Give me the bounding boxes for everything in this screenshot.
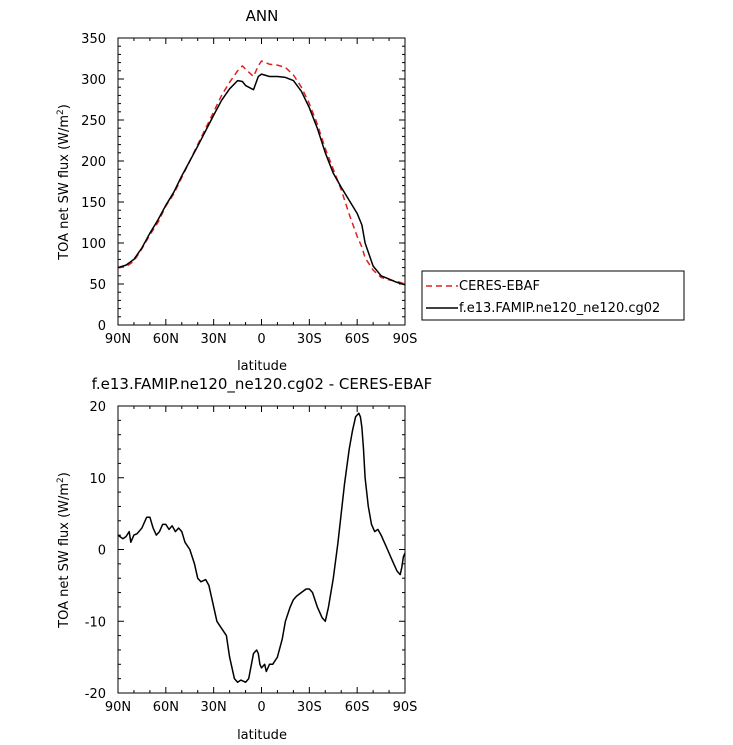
legend-box — [421, 270, 685, 321]
bottom-panel-x-tick-label: 90S — [393, 700, 418, 715]
top-panel-y-tick-label: 0 — [98, 319, 106, 334]
bottom-panel-y-tick-label: 20 — [89, 400, 106, 415]
top-panel-plot-frame — [117, 37, 406, 326]
bottom-panel-x-tick-label: 90N — [105, 700, 131, 715]
bottom-panel-title: f.e13.FAMIP.ne120_ne120.cg02 - CERES-EBA… — [92, 375, 433, 394]
bottom-panel-series-line-difference — [117, 412, 406, 683]
bottom-panel-y-tick-label: -10 — [85, 615, 106, 630]
legend-label-model: f.e13.FAMIP.ne120_ne120.cg02 — [459, 301, 660, 316]
top-panel-series-line-ceres-ebaf — [117, 60, 406, 285]
top-panel-y-tick-label: 350 — [81, 32, 106, 47]
bottom-panel-x-tick-label: 60S — [345, 700, 370, 715]
legend-label-ceres-ebaf: CERES-EBAF — [459, 279, 540, 294]
top-panel-x-tick-label: 30S — [297, 332, 322, 347]
top-panel-series-line-model — [117, 73, 406, 286]
legend: CERES-EBAF f.e13.FAMIP.ne120_ne120.cg02 — [421, 270, 685, 321]
top-panel-y-tick-label: 300 — [81, 73, 106, 88]
top-panel-y-axis-label-sup: 2 — [56, 109, 66, 115]
top-panel: ANN TOA net SW flux (W/m2) latitude 90N 6… — [56, 7, 417, 374]
top-panel-x-tick-label: 90S — [393, 332, 418, 347]
bottom-panel-y-tick-label: 10 — [89, 472, 106, 487]
top-panel-x-tick-label: 90N — [105, 332, 131, 347]
bottom-panel-y-axis-label: TOA net SW flux (W/m2) — [56, 472, 72, 629]
bottom-panel-plot-frame — [117, 405, 406, 694]
top-panel-title: ANN — [246, 7, 279, 25]
bottom-panel-x-tick-label: 60N — [153, 700, 179, 715]
top-panel-x-axis-label: latitude — [237, 359, 287, 374]
top-panel-y-tick-label: 50 — [89, 278, 106, 293]
top-panel-y-tick-label: 250 — [81, 114, 106, 129]
top-panel-x-tick-label: 60S — [345, 332, 370, 347]
top-panel-y-tick-label: 100 — [81, 237, 106, 252]
top-panel-x-tick-label: 60N — [153, 332, 179, 347]
bottom-panel-y-tick-label: -20 — [85, 687, 106, 702]
bottom-panel-x-tick-label: 30S — [297, 700, 322, 715]
bottom-panel: f.e13.FAMIP.ne120_ne120.cg02 - CERES-EBA… — [56, 375, 432, 743]
top-panel-y-axis-label-suffix: ) — [57, 104, 72, 109]
top-panel-y-tick-label: 150 — [81, 196, 106, 211]
top-panel-y-tick-label: 200 — [81, 155, 106, 170]
bottom-panel-x-tick-label: 0 — [257, 700, 265, 715]
top-panel-y-axis-label: TOA net SW flux (W/m2) — [56, 104, 72, 261]
bottom-panel-y-axis-label-prefix: TOA net SW flux (W/m — [57, 483, 72, 629]
top-panel-x-tick-label: 0 — [257, 332, 265, 347]
bottom-panel-x-axis-label: latitude — [237, 728, 287, 743]
bottom-panel-x-tick-label: 30N — [201, 700, 227, 715]
bottom-panel-y-tick-label: 0 — [98, 544, 106, 559]
top-panel-x-tick-label: 30N — [201, 332, 227, 347]
top-panel-y-axis-label-prefix: TOA net SW flux (W/m — [57, 115, 72, 261]
bottom-panel-y-axis-label-sup: 2 — [56, 477, 66, 483]
bottom-panel-y-axis-label-suffix: ) — [57, 472, 72, 477]
